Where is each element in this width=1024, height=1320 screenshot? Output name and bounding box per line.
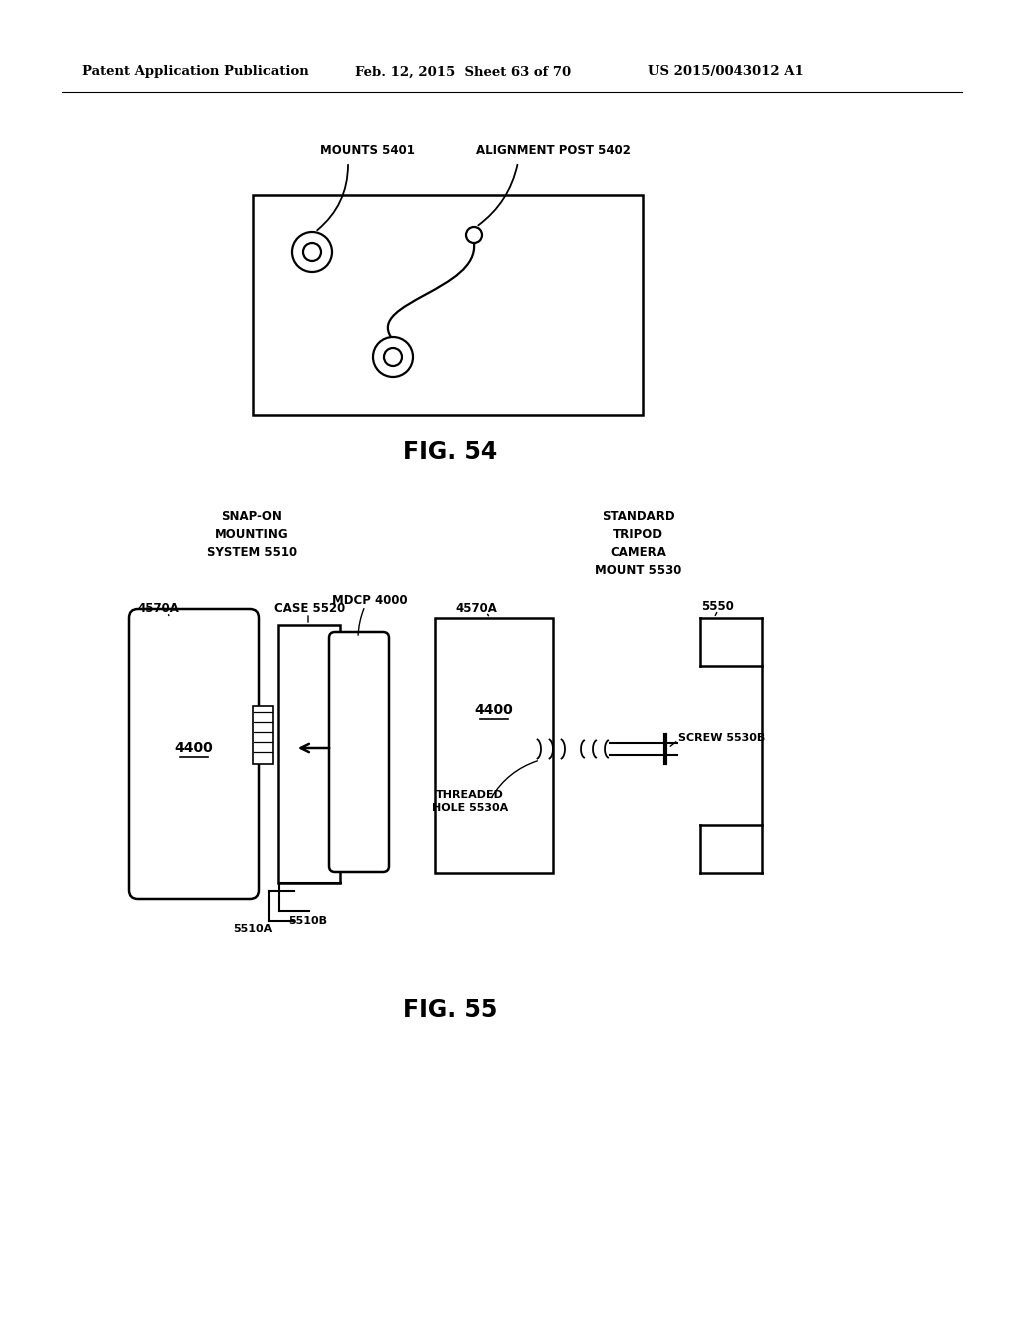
Text: STANDARD
TRIPOD
CAMERA
MOUNT 5530: STANDARD TRIPOD CAMERA MOUNT 5530 [595,510,681,577]
Text: 4400: 4400 [475,704,513,717]
Text: MOUNTS 5401: MOUNTS 5401 [319,144,415,157]
Text: FIG. 55: FIG. 55 [402,998,498,1022]
Bar [253,706,273,764]
Text: US 2015/0043012 A1: US 2015/0043012 A1 [648,66,804,78]
Text: SNAP-ON
MOUNTING
SYSTEM 5510: SNAP-ON MOUNTING SYSTEM 5510 [207,510,297,558]
FancyBboxPatch shape [329,632,389,873]
Text: CASE 5520: CASE 5520 [274,602,346,615]
Text: FIG. 54: FIG. 54 [402,440,497,465]
Text: 5510A: 5510A [233,924,272,935]
Text: 4570A: 4570A [455,602,497,615]
Text: 4570A: 4570A [137,602,179,615]
Text: ALIGNMENT POST 5402: ALIGNMENT POST 5402 [476,144,631,157]
Text: 5550: 5550 [701,599,734,612]
Text: 4400: 4400 [175,741,213,755]
Text: Feb. 12, 2015  Sheet 63 of 70: Feb. 12, 2015 Sheet 63 of 70 [355,66,571,78]
Bar [278,624,340,883]
Text: 5510B: 5510B [289,916,328,927]
Text: MDCP 4000: MDCP 4000 [332,594,408,606]
Text: SCREW 5530B: SCREW 5530B [678,733,765,743]
Bar [435,618,553,873]
Text: Patent Application Publication: Patent Application Publication [82,66,309,78]
Text: THREADED
HOLE 5530A: THREADED HOLE 5530A [432,789,508,813]
Bar [253,195,643,414]
FancyBboxPatch shape [129,609,259,899]
